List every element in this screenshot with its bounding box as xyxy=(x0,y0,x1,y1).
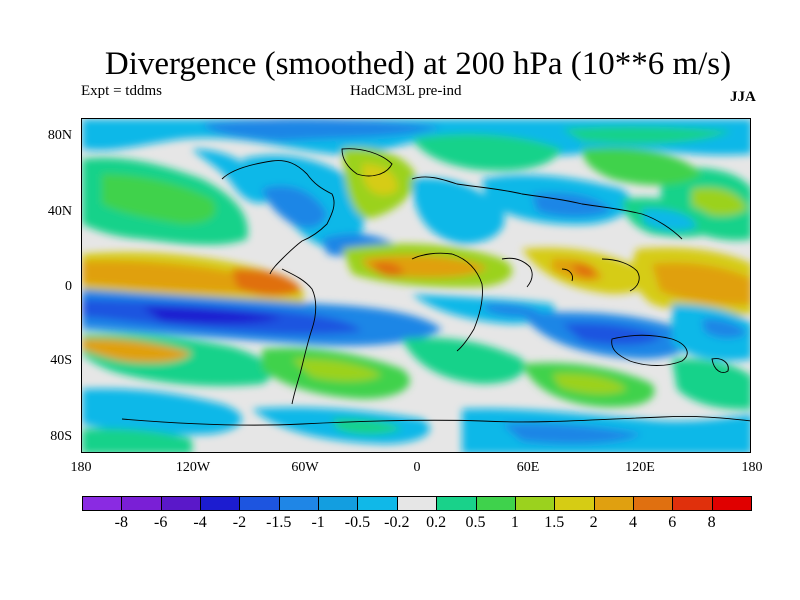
colorbar-swatch xyxy=(672,496,713,511)
colorbar-swatch xyxy=(593,496,634,511)
colorbar-tick-label: 0.2 xyxy=(426,514,447,531)
colorbar-tick-label: -0.5 xyxy=(344,514,371,531)
colorbar-swatch xyxy=(475,496,516,511)
colorbar-swatch xyxy=(357,496,398,511)
colorbar-swatch xyxy=(632,496,674,511)
colorbar-tick-label: 1 xyxy=(510,514,519,531)
model-label: HadCM3L pre-ind xyxy=(350,83,462,99)
map-panel xyxy=(81,118,751,453)
colorbar-tick-label: -8 xyxy=(114,514,128,531)
divergence-field xyxy=(82,119,750,452)
colorbar-tick-label: 8 xyxy=(707,514,716,531)
colorbar-tick-label: 2 xyxy=(589,514,598,531)
colorbar-tick-label: 1.5 xyxy=(544,514,565,531)
colorbar-swatch xyxy=(160,496,202,511)
lon-tick-180E: 180 xyxy=(741,460,763,475)
colorbar-swatch xyxy=(436,496,477,511)
colorbar-swatch xyxy=(121,496,162,511)
colorbar-swatch xyxy=(554,496,595,511)
colorbar-tick-label: 0.5 xyxy=(465,514,486,531)
colorbar-swatch xyxy=(239,496,280,511)
colorbar-swatch xyxy=(200,496,241,511)
colorbar-swatch xyxy=(711,496,752,511)
lon-tick-120W: 120W xyxy=(175,460,211,475)
colorbar-tick-label: 6 xyxy=(668,514,677,531)
colorbar xyxy=(82,496,752,511)
lat-tick-0: 0 xyxy=(65,279,72,294)
lat-tick-80S: 80S xyxy=(50,429,72,444)
season-label: JJA xyxy=(730,89,756,105)
colorbar-tick-label: -6 xyxy=(154,514,168,531)
colorbar-swatch xyxy=(396,496,438,511)
colorbar-swatch xyxy=(82,496,123,511)
lat-tick-40N: 40N xyxy=(47,204,72,219)
lon-tick-0: 0 xyxy=(413,460,421,475)
lon-tick-60E: 60E xyxy=(516,460,540,475)
colorbar-tick-label: -4 xyxy=(193,514,207,531)
colorbar-tick-label: -2 xyxy=(232,514,247,531)
colorbar-tick-label: -0.2 xyxy=(384,514,410,531)
lat-tick-80N: 80N xyxy=(47,128,72,143)
colorbar-swatch xyxy=(278,496,320,511)
colorbar-swatch xyxy=(318,496,359,511)
lat-tick-40S: 40S xyxy=(50,353,72,368)
colorbar-tick-label: -1 xyxy=(311,514,325,531)
lon-tick-60W: 60W xyxy=(291,460,319,475)
experiment-label: Expt = tddms xyxy=(81,83,162,99)
colorbar-tick-label: -1.5 xyxy=(266,514,292,531)
colorbar-swatch xyxy=(514,496,556,511)
lon-tick-120E: 120E xyxy=(625,460,655,475)
colorbar-tick-label: 4 xyxy=(628,514,637,531)
lon-tick-180W: 180 xyxy=(70,460,92,475)
plot-title: Divergence (smoothed) at 200 hPa (10**6 … xyxy=(104,46,732,82)
